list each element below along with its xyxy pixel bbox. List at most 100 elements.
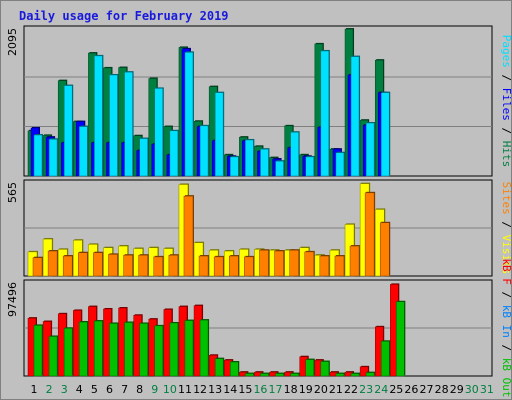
legend-entry: / [500, 121, 512, 141]
day-label: 10 [163, 383, 177, 396]
legend-entry: Visits [500, 235, 512, 275]
day-label: 3 [61, 383, 68, 396]
bar-sites-day-9 [153, 256, 164, 277]
bar-sites-day-17 [274, 250, 284, 277]
bar-pages-day-20 [320, 50, 330, 177]
bar-pages-day-22 [350, 56, 360, 177]
bar-pages-day-12 [199, 125, 209, 177]
bar-sites-day-23 [364, 192, 375, 277]
bar-pages-day-9 [154, 88, 164, 177]
day-label: 20 [314, 383, 328, 396]
panel-hits-files-pages: 2095 Pages / Files / Hits [6, 25, 512, 177]
bar-pages-day-21 [335, 152, 345, 177]
bar-pages-day-18 [290, 131, 299, 177]
bar-pages-day-13 [214, 92, 224, 177]
chart-title: Daily usage for February 2019 [19, 9, 229, 23]
day-axis: 1 2 3 4 5 6 7 8 9 10 11 12 13 14 15 16 17 18 19 20 21 22 23 24 2… [31, 383, 494, 396]
day-label: 5 [91, 383, 98, 396]
legend: Sites / Visits [500, 182, 512, 275]
bar-pages-day-10 [169, 130, 179, 177]
bar-sites-day-12 [198, 255, 209, 277]
bar-kb-out-day-12 [199, 319, 209, 377]
bar-sites-day-6 [108, 254, 118, 277]
day-label: 26 [404, 383, 418, 396]
bar-pages-day-5 [94, 55, 103, 177]
bar-pages-day-11 [184, 52, 194, 177]
bar-sites-day-15 [244, 256, 254, 277]
day-label: 12 [193, 383, 207, 396]
day-label: 21 [329, 383, 343, 396]
bar-kb-out-day-8 [139, 323, 148, 377]
bar-kb-out-day-23 [365, 372, 375, 377]
panel-visits-sites: 565 Sites / Visits [6, 179, 512, 277]
bar-kb-out-day-14 [230, 361, 239, 377]
day-label: 29 [450, 383, 464, 396]
day-label: 18 [284, 383, 298, 396]
day-label: 16 [253, 383, 267, 396]
day-label: 30 [465, 383, 479, 396]
bar-sites-day-1 [32, 257, 43, 277]
bar-sites-day-16 [259, 249, 269, 277]
bar-kb-out-day-5 [94, 320, 103, 377]
bar-kb-out-day-24 [380, 341, 390, 377]
bar-pages-day-7 [124, 71, 133, 177]
bar-pages-day-1 [33, 134, 43, 177]
bar-kb-out-day-1 [33, 325, 43, 377]
bar-kb-out-day-15 [245, 373, 254, 377]
bar-kb-out-day-18 [290, 373, 299, 377]
day-label: 23 [359, 383, 373, 396]
legend-entry: / [500, 338, 512, 358]
bar-kb-out-day-7 [124, 322, 133, 377]
legend-entry: / [500, 68, 512, 88]
bar-pages-day-3 [63, 85, 73, 177]
bar-sites-day-19 [304, 251, 314, 277]
legend-entry: / [500, 285, 512, 305]
day-label: 19 [299, 383, 313, 396]
bar-sites-day-3 [62, 255, 73, 277]
legend-entry: kB Out [500, 358, 512, 398]
bar-kb-out-day-13 [214, 358, 224, 377]
bar-pages-day-15 [245, 139, 254, 177]
bar-pages-day-16 [260, 148, 269, 177]
day-label: 28 [435, 383, 449, 396]
bar-kb-out-day-2 [48, 336, 58, 377]
bar-kb-out-day-6 [109, 323, 118, 377]
bar-sites-day-4 [78, 252, 88, 277]
legend-entry: Hits [500, 141, 512, 168]
bar-pages-day-24 [380, 92, 390, 177]
bar-sites-day-20 [319, 255, 330, 277]
bar-pages-day-6 [109, 74, 118, 177]
bar-kb-out-day-10 [169, 322, 179, 377]
day-label: 24 [374, 383, 388, 396]
day-label: 8 [136, 383, 143, 396]
legend-entry: Files [500, 88, 512, 121]
bar-sites-day-24 [379, 222, 390, 277]
bar-sites-day-7 [123, 254, 133, 277]
bar-kb-out-day-17 [275, 373, 284, 377]
day-label: 14 [223, 383, 237, 396]
day-label: 27 [420, 383, 434, 396]
legend-entry: kB In [500, 305, 512, 338]
y-max-label: 97496 [6, 282, 19, 317]
day-label: 9 [151, 383, 158, 396]
day-label: 2 [46, 383, 53, 396]
legend: Pages / Files / Hits [500, 35, 512, 168]
bar-kb-out-day-22 [350, 373, 360, 377]
bar-kb-out-day-3 [63, 328, 73, 377]
bar-sites-day-11 [183, 195, 194, 277]
day-label: 4 [76, 383, 83, 396]
y-max-label: 565 [6, 182, 19, 203]
day-label: 1 [31, 383, 38, 396]
bar-kb-out-day-16 [260, 373, 269, 377]
day-label: 11 [178, 383, 192, 396]
day-label: 31 [480, 383, 494, 396]
bar-kb-out-day-4 [79, 321, 88, 377]
bar-kb-out-day-21 [335, 373, 345, 377]
day-label: 17 [269, 383, 283, 396]
bar-sites-day-21 [334, 255, 345, 277]
bar-kb-f-day-23 [359, 366, 369, 377]
day-label: 6 [106, 383, 113, 396]
bar-pages-day-17 [275, 160, 284, 177]
